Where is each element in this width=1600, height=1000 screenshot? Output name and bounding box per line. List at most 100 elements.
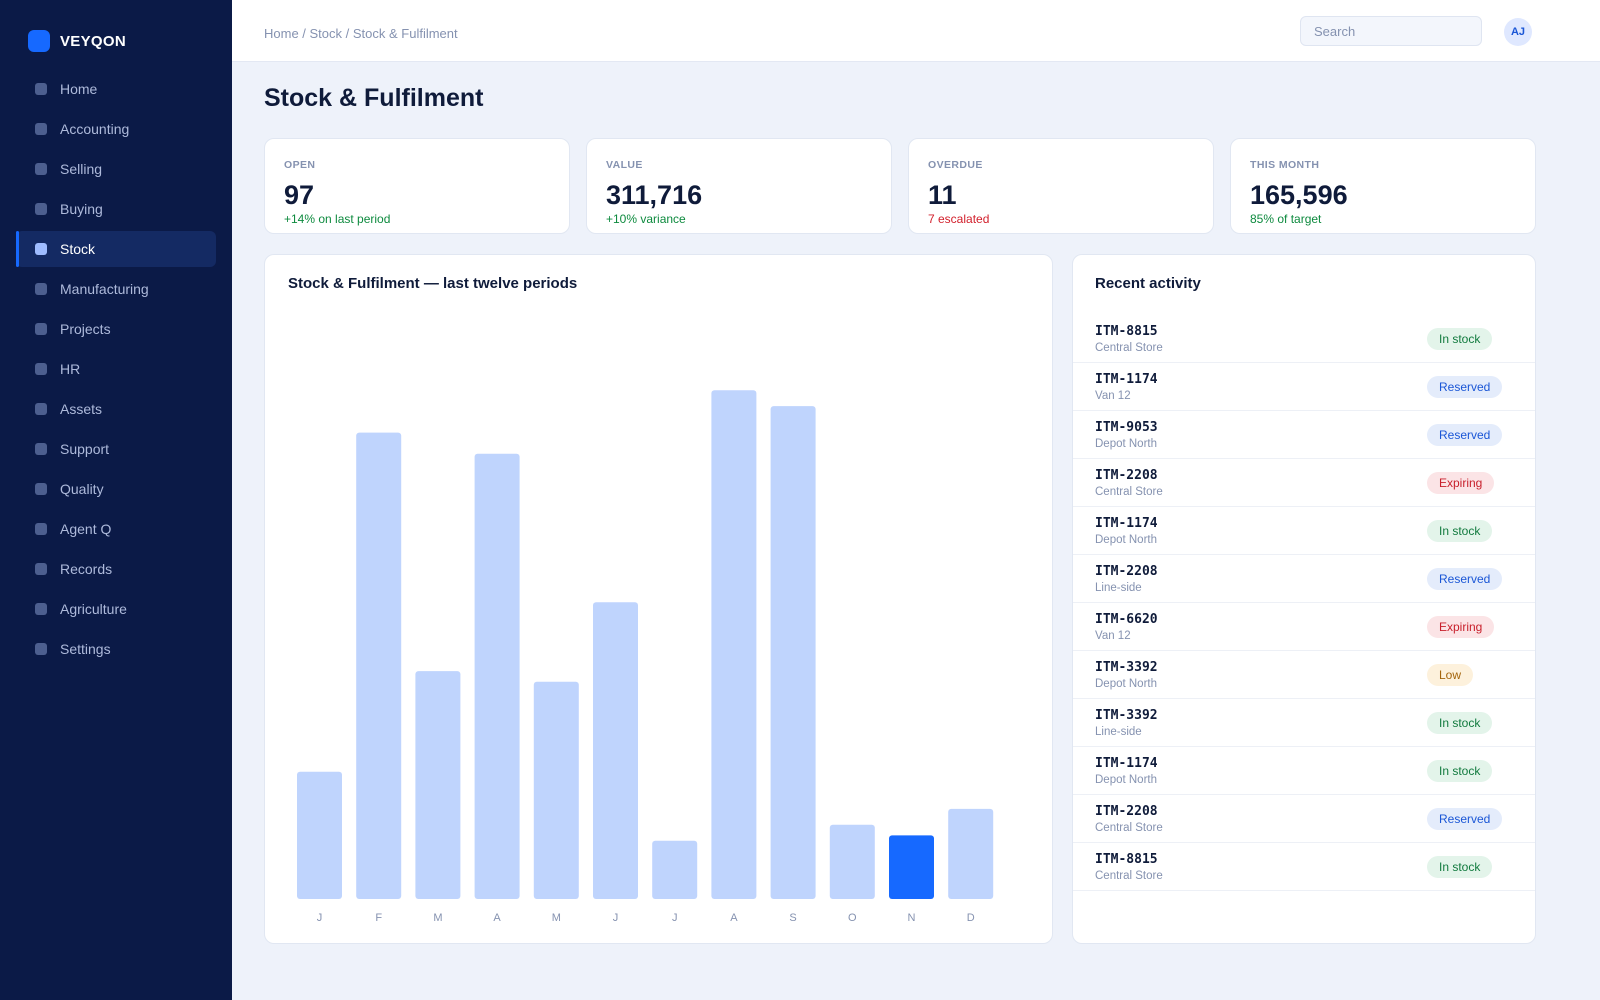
activity-row[interactable]: ITM-3392 Line-side In stock: [1073, 699, 1535, 747]
activity-row[interactable]: ITM-8815 Central Store In stock: [1073, 843, 1535, 891]
item-location: Central Store: [1095, 486, 1163, 498]
x-tick-label: D: [967, 912, 975, 924]
item-code: ITM-2208: [1095, 804, 1158, 819]
chart-bar[interactable]: [297, 771, 342, 899]
nav-bullet-icon: [35, 603, 47, 615]
sidebar-item-assets[interactable]: Assets: [16, 391, 216, 427]
search-input[interactable]: [1300, 16, 1482, 46]
sidebar-item-support[interactable]: Support: [16, 431, 216, 467]
item-code: ITM-1174: [1095, 756, 1158, 771]
activity-title: Recent activity: [1095, 275, 1201, 292]
item-code: ITM-1174: [1095, 372, 1158, 387]
kpi-value: 97: [284, 180, 315, 210]
activity-row[interactable]: ITM-1174 Van 12 Reserved: [1073, 363, 1535, 411]
status-badge: In stock: [1427, 712, 1493, 734]
x-tick-label: J: [672, 912, 678, 924]
nav-bullet-icon: [35, 483, 47, 495]
activity-row[interactable]: ITM-3392 Depot North Low: [1073, 651, 1535, 699]
item-location: Depot North: [1095, 534, 1158, 546]
sidebar-item-home[interactable]: Home: [16, 71, 216, 107]
chart-bar[interactable]: [652, 840, 698, 899]
kpi-value: 11: [928, 180, 957, 210]
sidebar-item-label: Settings: [60, 641, 111, 657]
item-location: Central Store: [1095, 342, 1163, 354]
chart-title: Stock & Fulfilment — last twelve periods: [288, 275, 578, 292]
x-tick-label: S: [789, 912, 796, 924]
brand[interactable]: VEYQON: [28, 30, 126, 52]
item-code: ITM-8815: [1095, 852, 1158, 867]
activity-row[interactable]: ITM-2208 Line-side Reserved: [1073, 555, 1535, 603]
nav-bullet-icon: [35, 363, 47, 375]
chart-bar[interactable]: [711, 390, 757, 899]
sidebar: VEYQON Home Accounting Selling Buying Stock M…: [0, 0, 232, 1000]
chart-card: Stock & Fulfilment — last twelve periods…: [264, 254, 1053, 944]
item-code: ITM-2208: [1095, 564, 1158, 579]
sidebar-nav: Home Accounting Selling Buying Stock Manufact…: [16, 71, 216, 671]
activity-row[interactable]: ITM-8815 Central Store In stock: [1073, 315, 1535, 363]
chart-bar[interactable]: [593, 602, 638, 899]
sidebar-item-agent-q[interactable]: Agent Q: [16, 511, 216, 547]
kpi-label: THIS MONTH: [1250, 159, 1320, 171]
status-badge: Reserved: [1427, 424, 1503, 446]
item-location: Depot North: [1095, 678, 1158, 690]
activity-row[interactable]: ITM-9053 Depot North Reserved: [1073, 411, 1535, 459]
sidebar-item-agriculture[interactable]: Agriculture: [16, 591, 216, 627]
activity-row[interactable]: ITM-1174 Depot North In stock: [1073, 747, 1535, 795]
x-tick-label: N: [908, 912, 916, 924]
sidebar-item-stock[interactable]: Stock: [16, 231, 216, 267]
activity-row[interactable]: ITM-6620 Van 12 Expiring: [1073, 603, 1535, 651]
status-badge: In stock: [1427, 520, 1493, 542]
chart-bar[interactable]: [829, 824, 875, 899]
kpi-delta: +10% variance: [606, 212, 686, 226]
chart-bar[interactable]: [948, 808, 994, 899]
activity-row[interactable]: ITM-2208 Central Store Reserved: [1073, 795, 1535, 843]
status-badge: Low: [1427, 664, 1474, 686]
x-tick-label: O: [848, 912, 857, 924]
sidebar-item-label: Agent Q: [60, 521, 112, 537]
sidebar-item-settings[interactable]: Settings: [16, 631, 216, 667]
avatar[interactable]: AJ: [1504, 18, 1532, 46]
item-code: ITM-2208: [1095, 468, 1158, 483]
item-location: Depot North: [1095, 438, 1158, 450]
kpi-delta: 85% of target: [1250, 212, 1322, 226]
x-tick-label: F: [375, 912, 382, 924]
item-code: ITM-3392: [1095, 660, 1158, 675]
sidebar-item-label: Agriculture: [60, 601, 127, 617]
status-badge: Reserved: [1427, 568, 1503, 590]
sidebar-item-label: Accounting: [60, 121, 130, 137]
sidebar-item-label: Selling: [60, 161, 103, 177]
item-location: Line-side: [1095, 726, 1142, 738]
chart-bar[interactable]: [889, 835, 934, 899]
kpi-value: 311,716: [606, 180, 703, 210]
sidebar-item-records[interactable]: Records: [16, 551, 216, 587]
sidebar-item-hr[interactable]: HR: [16, 351, 216, 387]
nav-bullet-icon: [35, 323, 47, 335]
sidebar-item-label: HR: [60, 361, 81, 377]
nav-bullet-icon: [35, 643, 47, 655]
sidebar-item-buying[interactable]: Buying: [16, 191, 216, 227]
status-badge: Expiring: [1427, 472, 1495, 494]
activity-row[interactable]: ITM-1174 Depot North In stock: [1073, 507, 1535, 555]
nav-bullet-icon: [35, 123, 47, 135]
chart-bar[interactable]: [770, 406, 816, 899]
nav-bullet-icon: [35, 283, 47, 295]
sidebar-item-projects[interactable]: Projects: [16, 311, 216, 347]
sidebar-item-selling[interactable]: Selling: [16, 151, 216, 187]
item-location: Central Store: [1095, 870, 1163, 882]
item-code: ITM-6620: [1095, 612, 1158, 627]
chart-bar[interactable]: [415, 671, 461, 899]
activity-row[interactable]: ITM-2208 Central Store Expiring: [1073, 459, 1535, 507]
chart-bar[interactable]: [356, 432, 402, 899]
nav-bullet-icon: [35, 443, 47, 455]
sidebar-item-quality[interactable]: Quality: [16, 471, 216, 507]
chart-bar[interactable]: [474, 453, 520, 899]
kpi-card-overdue: OVERDUE 11 7 escalated: [908, 138, 1214, 234]
kpi-label: OVERDUE: [928, 159, 983, 171]
chart-bar[interactable]: [533, 681, 579, 899]
x-tick-label: M: [552, 912, 561, 924]
sidebar-item-manufacturing[interactable]: Manufacturing: [16, 271, 216, 307]
sidebar-item-accounting[interactable]: Accounting: [16, 111, 216, 147]
sidebar-item-label: Stock: [60, 241, 96, 257]
breadcrumb[interactable]: Home / Stock / Stock & Fulfilment: [264, 26, 458, 41]
